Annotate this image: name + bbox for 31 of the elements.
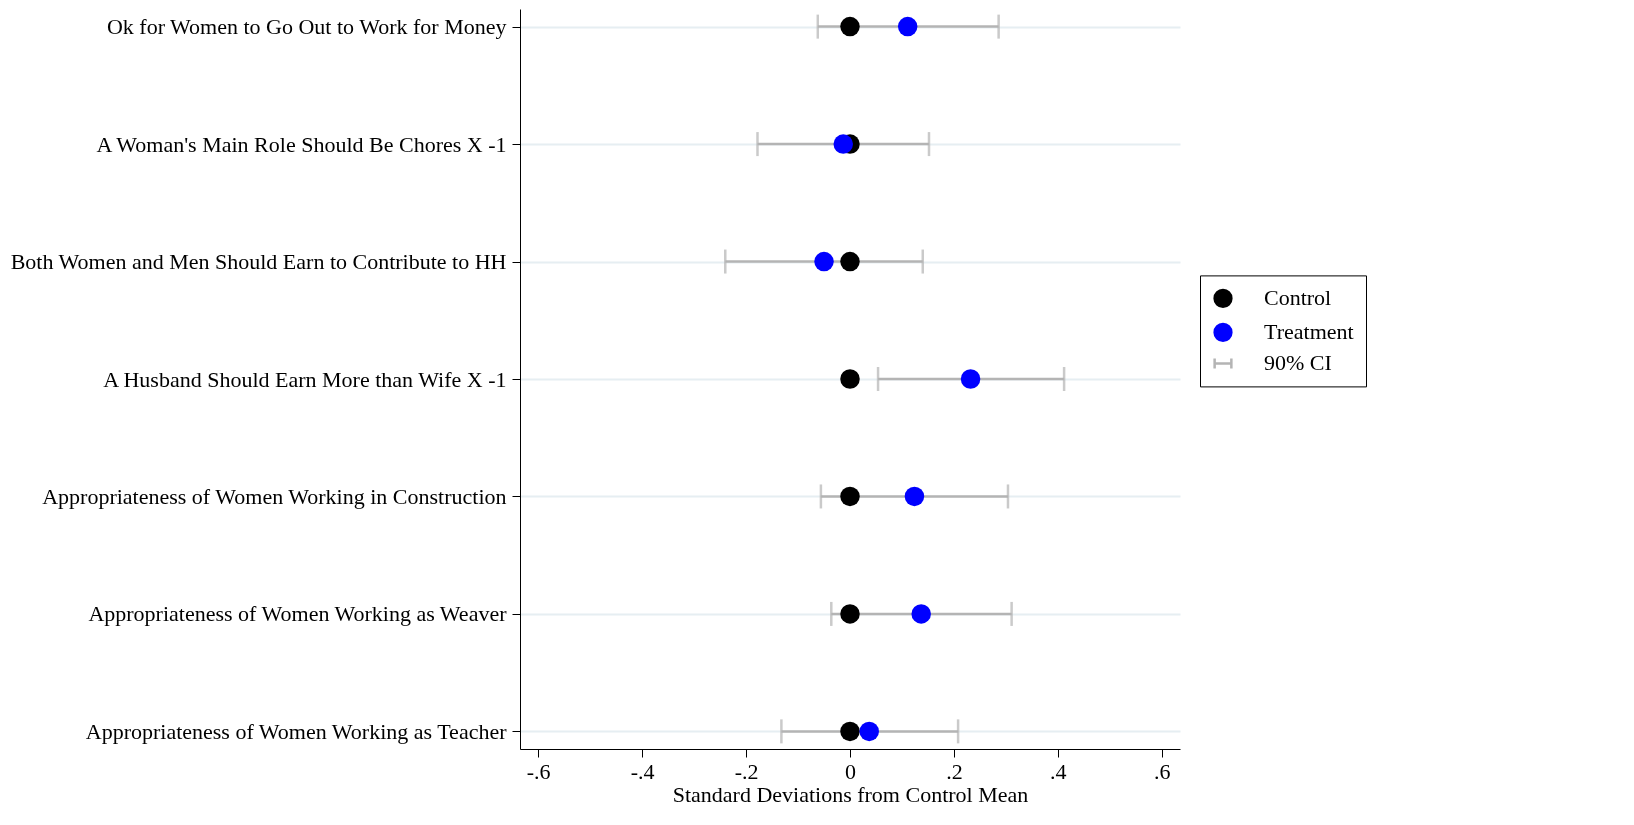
y-tick-label: Ok for Women to Go Out to Work for Money (106, 14, 507, 40)
y-tick-label: Appropriateness of Women Working in Construction (42, 483, 507, 509)
y-tick-label: Appropriateness of Women Working as Teacher (85, 718, 508, 744)
x-axis-title: Standard Deviations from Control Mean (672, 781, 1029, 807)
point (960, 369, 981, 389)
point (840, 369, 860, 389)
text: 90% CI (1264, 350, 1332, 376)
legend-label: Control (1264, 285, 1332, 311)
point (911, 604, 931, 624)
x-tick-label: .6 (1154, 758, 1171, 784)
point (814, 251, 834, 272)
point (840, 251, 860, 272)
x-tick-label: -.4 (630, 758, 655, 784)
y-tick-label: A Woman's Main Role Should Be Chores X -1 (96, 131, 507, 157)
x-tick-label: .2 (946, 758, 963, 784)
point (833, 134, 853, 154)
point (840, 721, 860, 742)
point (859, 721, 879, 742)
legend-label: Treatment (1264, 319, 1354, 345)
x-tick-label: -.6 (526, 758, 551, 784)
x-tick-label: 0 (845, 758, 856, 784)
point (904, 486, 925, 507)
x-tick-label: .4 (1050, 758, 1067, 784)
point (840, 604, 860, 624)
point (840, 16, 860, 37)
y-tick-label: Both Women and Men Should Earn to Contribute to HH (10, 249, 507, 275)
y-tick-label: A Husband Should Earn More than Wife X -1 (103, 366, 507, 392)
y-tick-label: Appropriateness of Women Working as Weaver (88, 601, 508, 627)
point (897, 16, 918, 37)
point (840, 486, 860, 507)
x-tick-label: -.2 (734, 758, 759, 784)
